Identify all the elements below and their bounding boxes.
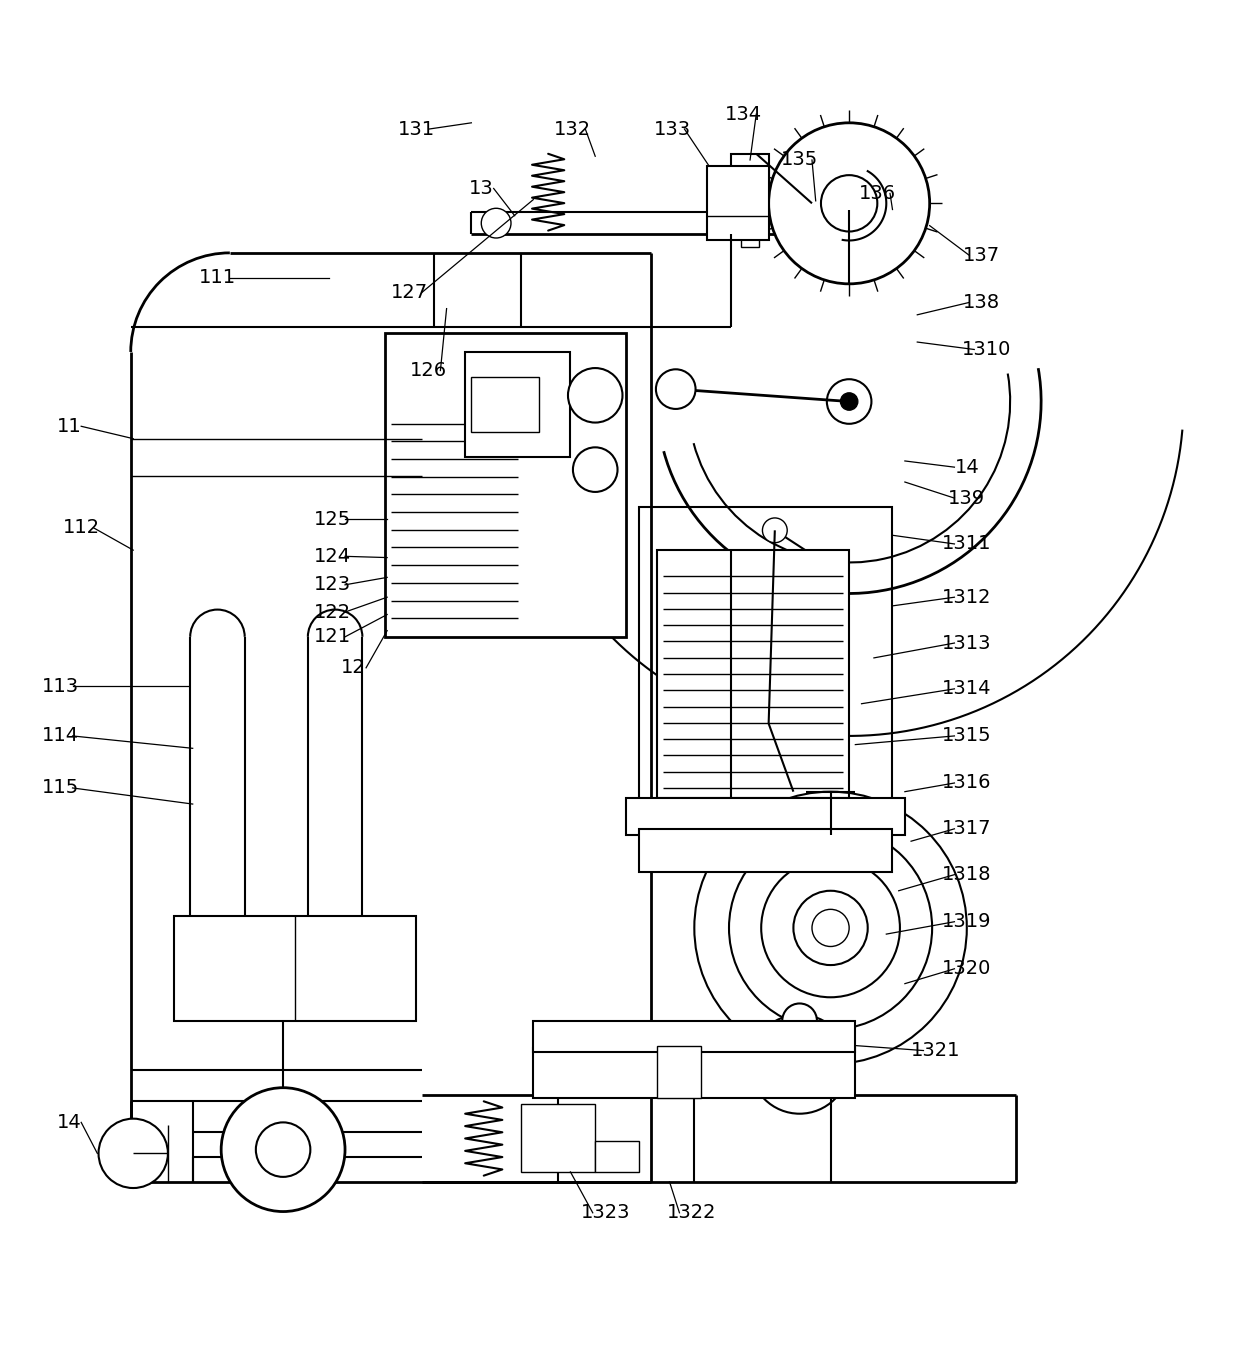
Text: 112: 112 [63, 519, 99, 538]
Circle shape [98, 1119, 167, 1188]
Text: 139: 139 [949, 488, 986, 508]
Bar [465, 352, 570, 457]
Text: 114: 114 [42, 727, 78, 745]
Text: 137: 137 [963, 245, 1001, 264]
Text: 1312: 1312 [942, 588, 992, 607]
Text: 124: 124 [314, 547, 351, 566]
Text: 113: 113 [42, 677, 78, 696]
Text: 14: 14 [57, 1113, 81, 1132]
Text: 1311: 1311 [942, 534, 992, 554]
Text: 1321: 1321 [911, 1041, 961, 1060]
Text: 1322: 1322 [667, 1204, 717, 1223]
Text: 127: 127 [391, 283, 428, 302]
Text: 135: 135 [781, 151, 818, 170]
Circle shape [827, 379, 872, 423]
Bar [626, 798, 905, 834]
Text: 136: 136 [859, 183, 897, 204]
Circle shape [763, 518, 787, 543]
Bar [639, 507, 893, 822]
Circle shape [812, 910, 849, 946]
Text: 11: 11 [57, 417, 81, 435]
Text: 115: 115 [41, 778, 79, 798]
Text: 1317: 1317 [942, 820, 992, 838]
Circle shape [656, 369, 696, 408]
Bar [384, 333, 626, 636]
Text: 131: 131 [398, 120, 435, 139]
Circle shape [821, 175, 878, 232]
Circle shape [481, 209, 511, 239]
Text: 14: 14 [955, 458, 980, 477]
Bar [639, 829, 893, 872]
Text: 1320: 1320 [942, 960, 992, 979]
Bar [174, 915, 415, 1020]
Text: 111: 111 [198, 268, 236, 287]
Text: 1314: 1314 [942, 679, 992, 698]
Bar [533, 1047, 856, 1097]
Bar [521, 1104, 595, 1171]
Text: 134: 134 [725, 105, 763, 124]
Text: 1323: 1323 [580, 1204, 630, 1223]
Text: 1319: 1319 [942, 913, 992, 931]
Circle shape [750, 1015, 849, 1113]
Bar [657, 550, 849, 798]
Bar [742, 235, 759, 247]
Bar [732, 154, 769, 235]
Text: 138: 138 [963, 293, 1001, 311]
Circle shape [782, 1047, 817, 1081]
Circle shape [573, 448, 618, 492]
Text: 125: 125 [314, 510, 351, 528]
Bar [471, 376, 539, 433]
Circle shape [769, 123, 930, 284]
Text: 13: 13 [469, 179, 494, 198]
Text: 1313: 1313 [942, 634, 992, 652]
Circle shape [841, 392, 858, 410]
Text: 1315: 1315 [942, 727, 992, 745]
Bar [595, 1140, 639, 1171]
Bar [707, 166, 769, 240]
Text: 12: 12 [341, 658, 366, 677]
Text: 1318: 1318 [942, 865, 992, 884]
Text: 126: 126 [409, 361, 446, 380]
Circle shape [221, 1088, 345, 1212]
Circle shape [812, 550, 837, 574]
Bar [657, 1046, 701, 1097]
Text: 123: 123 [314, 576, 351, 594]
Text: 1316: 1316 [942, 774, 992, 793]
Text: 132: 132 [554, 120, 591, 139]
Text: 133: 133 [653, 120, 691, 139]
Circle shape [568, 368, 622, 422]
Text: 122: 122 [314, 603, 351, 621]
Bar [533, 1020, 856, 1051]
Circle shape [255, 1123, 310, 1177]
Text: 1310: 1310 [962, 340, 1012, 359]
Circle shape [782, 1003, 817, 1038]
Text: 121: 121 [314, 627, 351, 646]
